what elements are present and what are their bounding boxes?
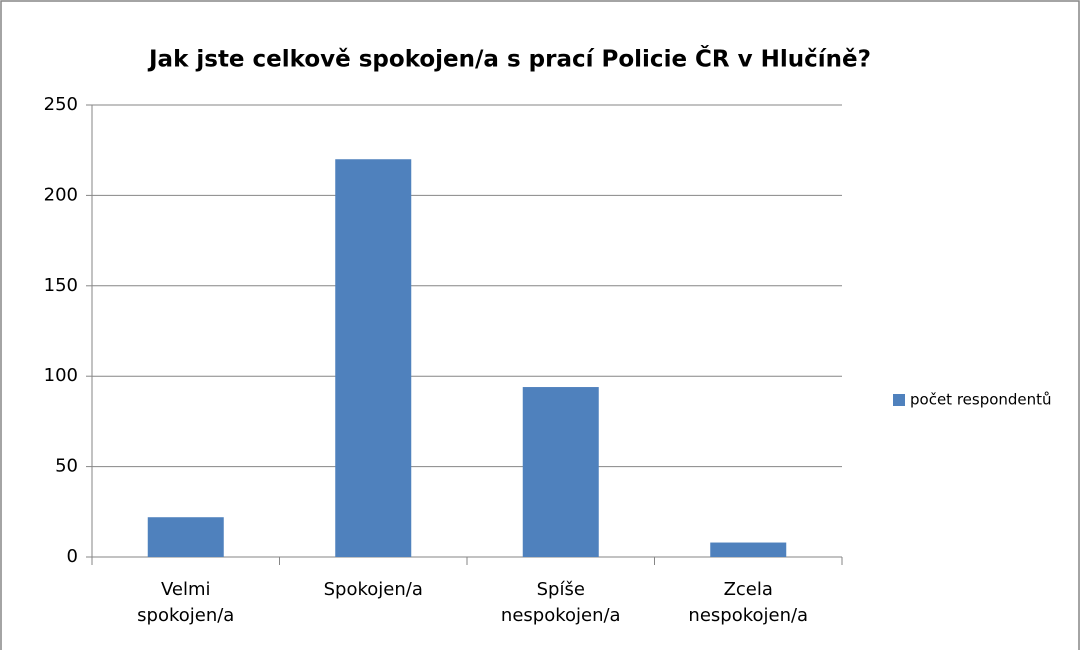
y-tick-label: 200 bbox=[44, 184, 78, 205]
y-tick-label: 50 bbox=[55, 456, 78, 477]
y-tick-label: 0 bbox=[67, 546, 78, 567]
legend-label: počet respondentů bbox=[910, 391, 1052, 409]
bar bbox=[335, 159, 412, 558]
bar bbox=[522, 387, 599, 557]
y-tick-label: 150 bbox=[44, 275, 78, 296]
chart-title: Jak jste celkově spokojen/a s prací Poli… bbox=[147, 45, 871, 73]
y-tick-label: 100 bbox=[44, 365, 78, 386]
legend-swatch bbox=[893, 394, 905, 406]
y-tick-label: 250 bbox=[44, 94, 78, 115]
x-tick-label: Velmi spokojen/a bbox=[137, 579, 235, 626]
x-tick-label: Spokojen/a bbox=[323, 579, 423, 600]
x-tick-label: Spíše nespokojen/a bbox=[500, 579, 621, 626]
bar bbox=[710, 542, 787, 557]
bar bbox=[147, 517, 224, 557]
x-tick-label: Zcela nespokojen/a bbox=[688, 579, 809, 626]
